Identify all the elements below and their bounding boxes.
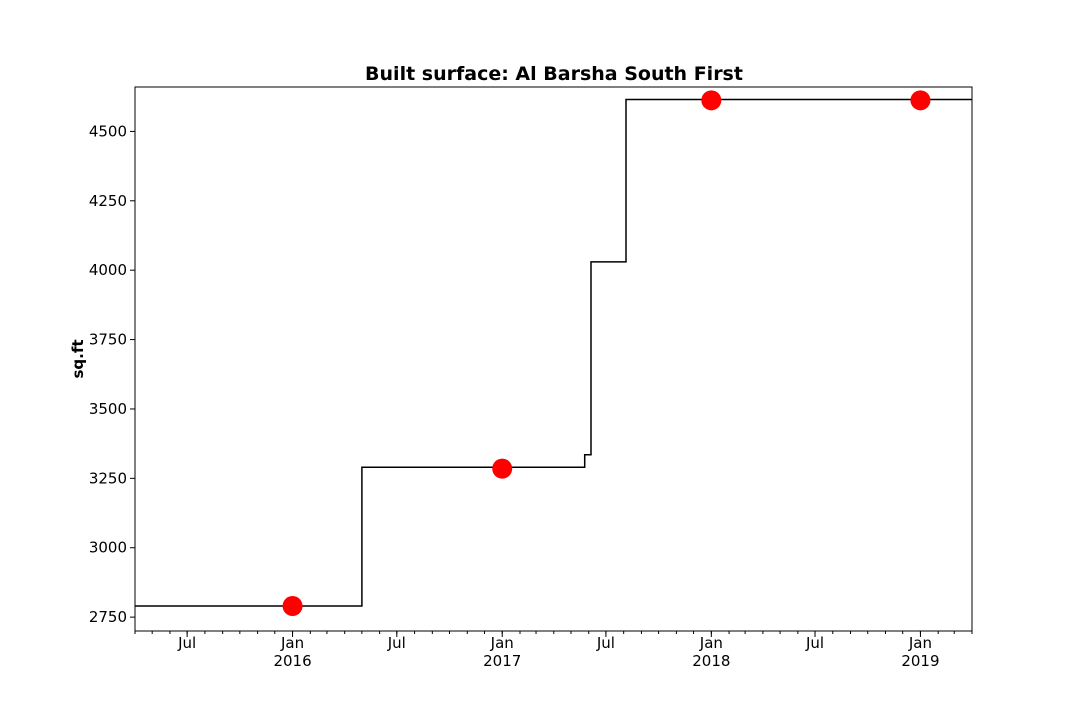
y-tick-label: 3750 xyxy=(89,331,127,349)
data-point-marker xyxy=(910,90,931,111)
chart-title: Built surface: Al Barsha South First xyxy=(365,63,743,85)
x-tick-label: Jul xyxy=(596,634,615,652)
y-axis: 2750 3000 3250 3500 3750 4000 4250 4500 xyxy=(89,122,135,626)
y-tick-label: 3500 xyxy=(89,400,127,418)
x-tick-year-label: 2019 xyxy=(901,652,939,670)
x-tick-label: Jan xyxy=(280,634,304,652)
x-tick-year-label: 2017 xyxy=(483,652,521,670)
y-tick-label: 4250 xyxy=(89,192,127,210)
x-tick-label: Jul xyxy=(177,634,196,652)
x-tick-year-label: 2018 xyxy=(692,652,730,670)
x-tick-label: Jan xyxy=(699,634,723,652)
y-tick-label: 2750 xyxy=(89,608,127,626)
y-tick-label: 3250 xyxy=(89,469,127,487)
x-tick-label: Jul xyxy=(805,634,824,652)
x-tick-label: Jan xyxy=(490,634,514,652)
y-tick-label: 4000 xyxy=(89,261,127,279)
data-point-marker xyxy=(492,458,513,479)
y-tick-label: 4500 xyxy=(89,122,127,140)
series-layer xyxy=(135,90,972,617)
plot-area xyxy=(134,86,973,632)
x-tick-label: Jan xyxy=(908,634,932,652)
series-step-line xyxy=(135,98,972,607)
x-tick-label: Jul xyxy=(387,634,406,652)
y-axis-label: sq.ft xyxy=(69,339,87,378)
data-point-marker xyxy=(701,90,722,111)
data-point-marker xyxy=(282,596,303,617)
x-tick-year-label: 2016 xyxy=(273,652,311,670)
y-tick-label: 3000 xyxy=(89,539,127,557)
